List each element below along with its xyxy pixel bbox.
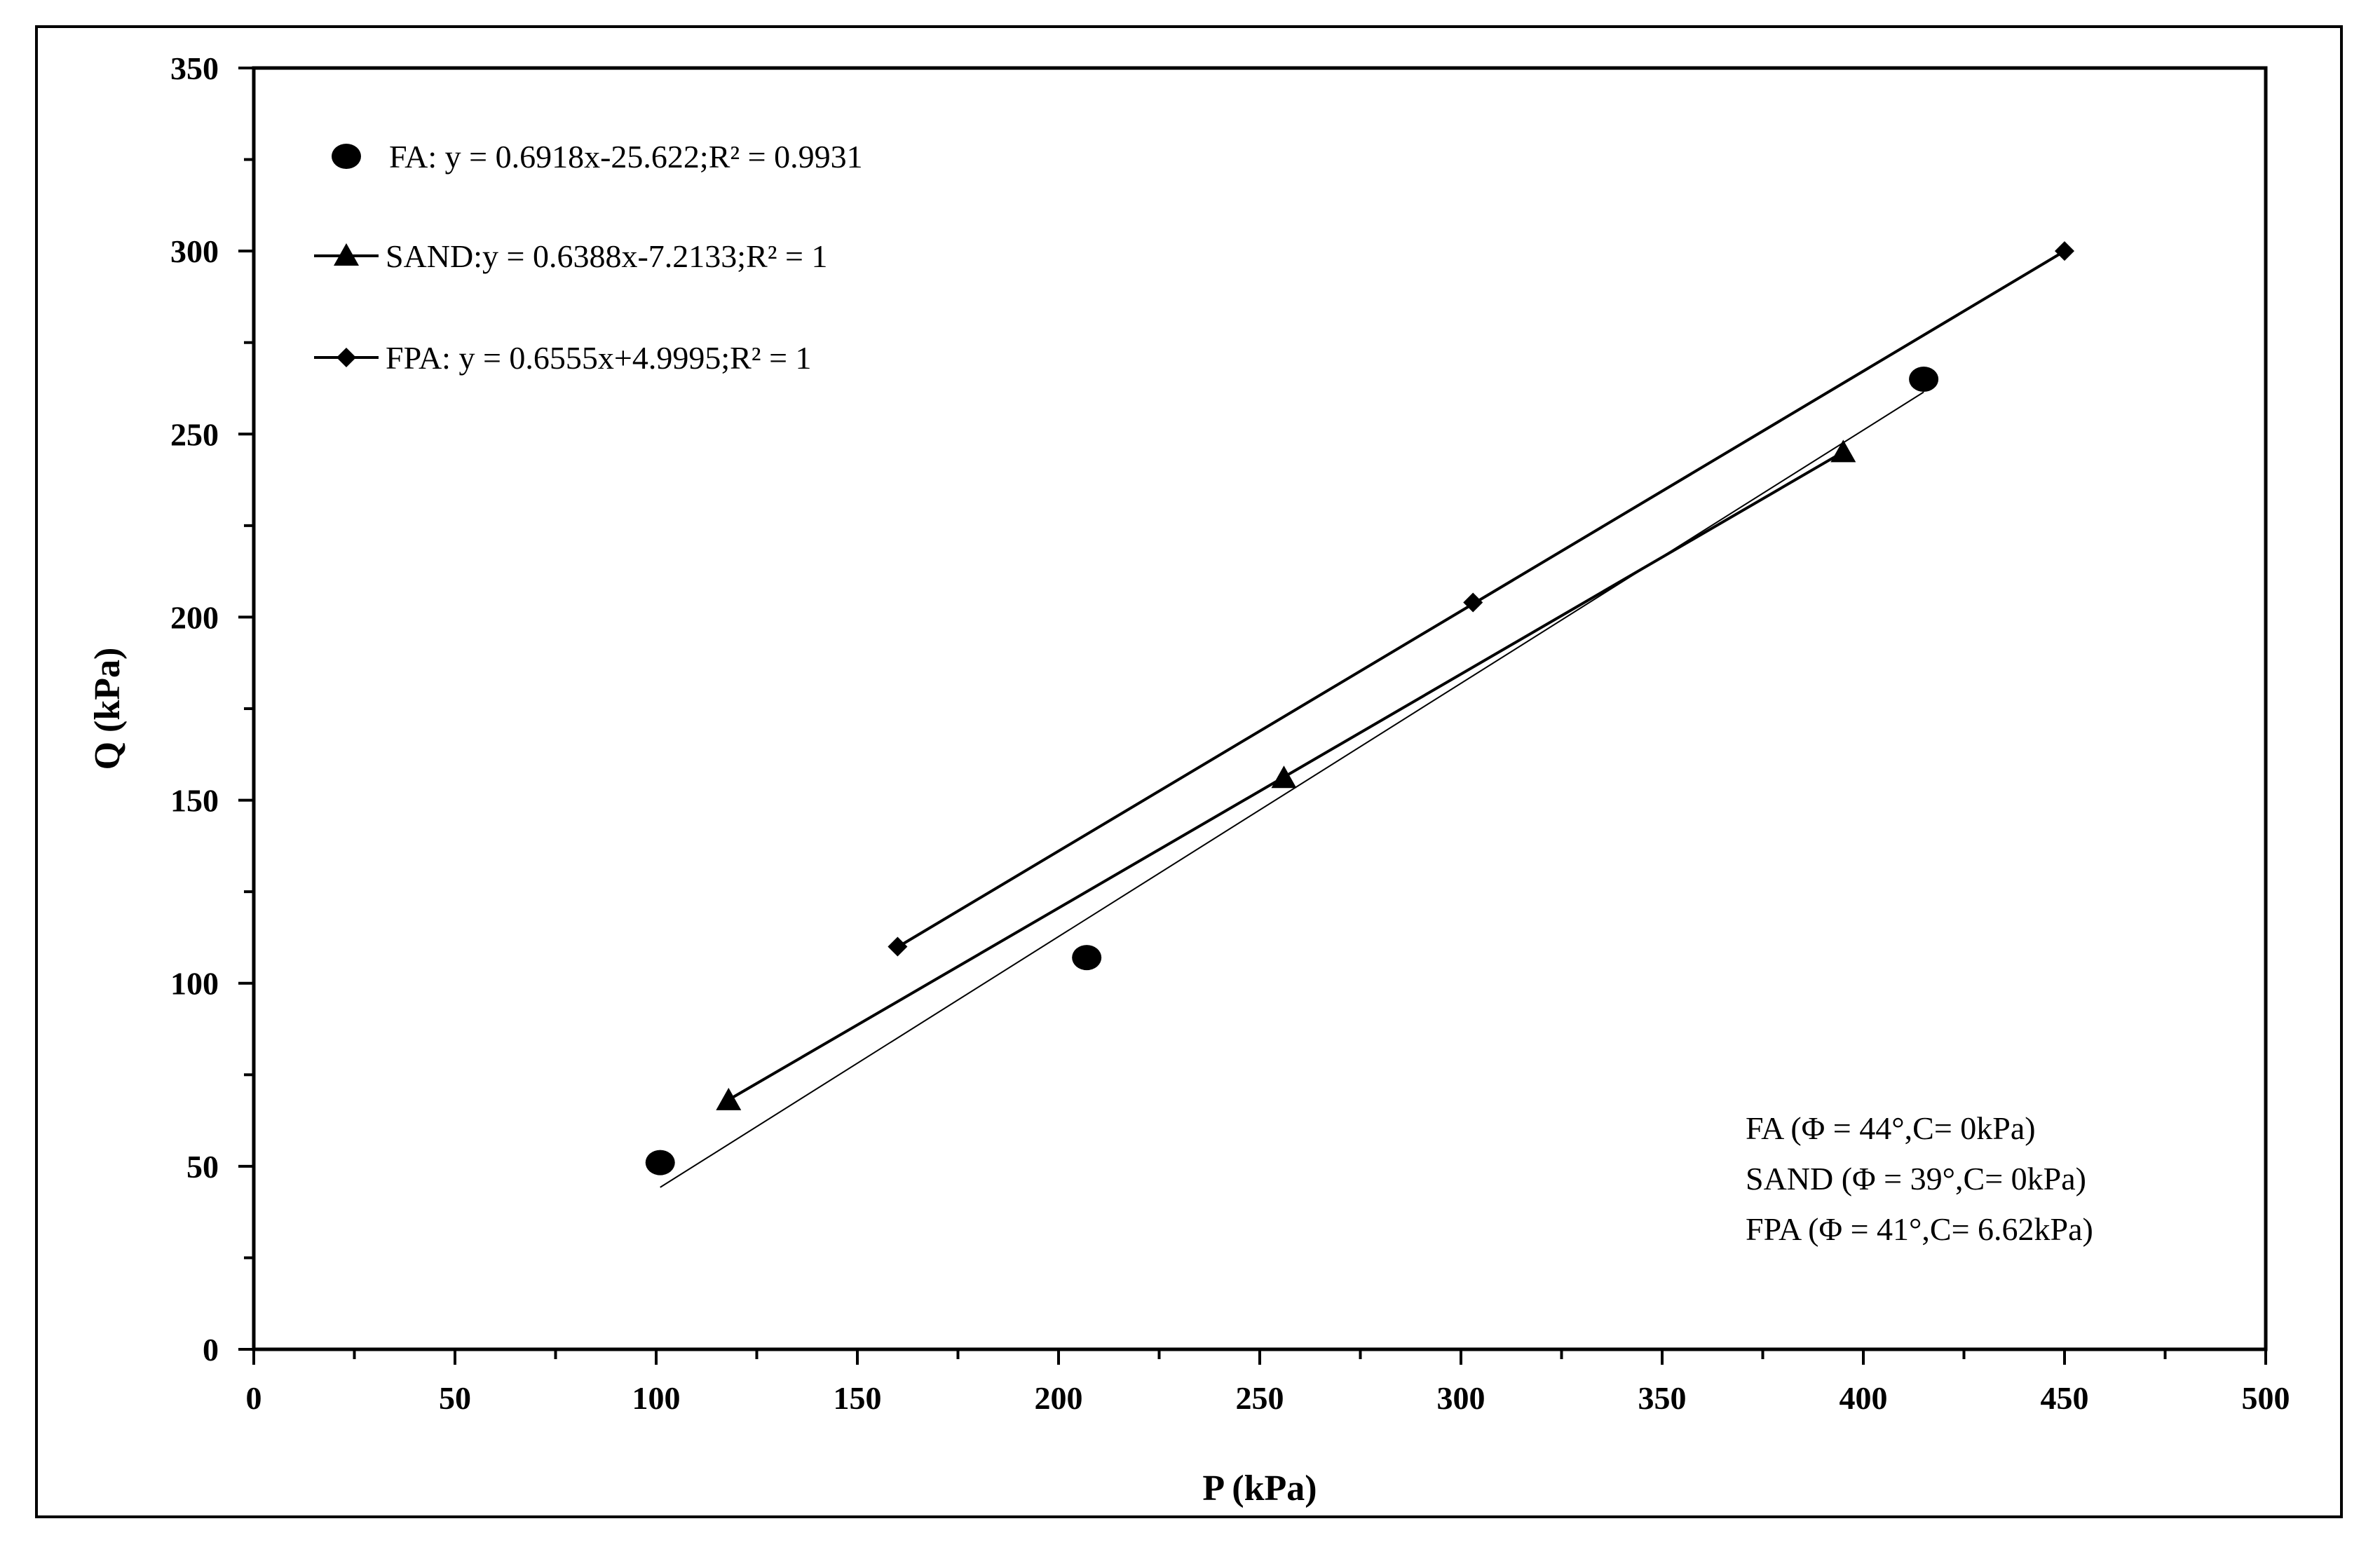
legend-label-fa: FA: y = 0.6918x-25.622;R² = 0.9931 [389,139,863,175]
x-tick-label: 200 [1035,1380,1083,1416]
data-markers [645,241,2074,1175]
legend: FA: y = 0.6918x-25.622;R² = 0.9931 SAND:y… [314,139,863,376]
x-tick-label: 100 [632,1380,681,1416]
x-tick-label: 150 [834,1380,882,1416]
x-tick-label: 300 [1437,1380,1485,1416]
legend-label-sand: SAND:y = 0.6388x-7.2133;R² = 1 [386,238,827,274]
x-tick-label: 0 [246,1380,262,1416]
annotation-sand: SAND (Φ = 39°,C= 0kPa) [1746,1161,2086,1197]
tick-marks [238,67,2267,1365]
tick-labels: 0 50 100 150 200 250 300 350 400 450 500 0 50 100 150 2… [170,50,2290,1416]
point-fa [1909,366,1939,392]
chart-frame [35,25,2343,1518]
legend-marker-sand [334,243,359,266]
point-sand [1830,439,1856,463]
y-tick-label: 200 [170,599,219,635]
x-axis-title: P (kPa) [1202,1468,1317,1508]
point-fpa [2055,241,2074,261]
y-tick-label: 150 [170,783,219,819]
annotation-fpa: FPA (Φ = 41°,C= 6.62kPa) [1746,1211,2093,1247]
y-tick-label: 250 [170,416,219,452]
annotation-fa: FA (Φ = 44°,C= 0kPa) [1746,1110,2036,1146]
y-axis-title: Q (kPa) [88,648,128,770]
y-tick-label: 100 [170,966,219,1002]
point-fa [1072,945,1102,971]
legend-label-fpa: FPA: y = 0.6555x+4.9995;R² = 1 [386,340,812,376]
x-tick-label: 400 [1840,1380,1888,1416]
trendline-fpa [897,250,2066,948]
trendlines [660,250,2066,1188]
annotation-box: FA (Φ = 44°,C= 0kPa) SAND (Φ = 39°,C= 0k… [1746,1110,2093,1247]
y-tick-label: 0 [203,1332,219,1368]
point-fpa [888,936,908,957]
x-tick-label: 500 [2242,1380,2290,1416]
point-fa [645,1150,675,1175]
legend-marker-fpa [336,348,356,367]
trendline-fa [660,391,1924,1188]
point-sand [716,1087,742,1110]
x-tick-label: 450 [2041,1380,2089,1416]
point-fpa [1463,592,1483,613]
legend-marker-fa [332,144,361,169]
point-sand [1271,765,1297,789]
x-tick-label: 350 [1638,1380,1687,1416]
x-tick-label: 250 [1236,1380,1284,1416]
y-tick-label: 350 [170,50,219,86]
y-tick-label: 300 [170,233,219,269]
x-tick-label: 50 [439,1380,471,1416]
y-tick-label: 50 [186,1149,219,1185]
